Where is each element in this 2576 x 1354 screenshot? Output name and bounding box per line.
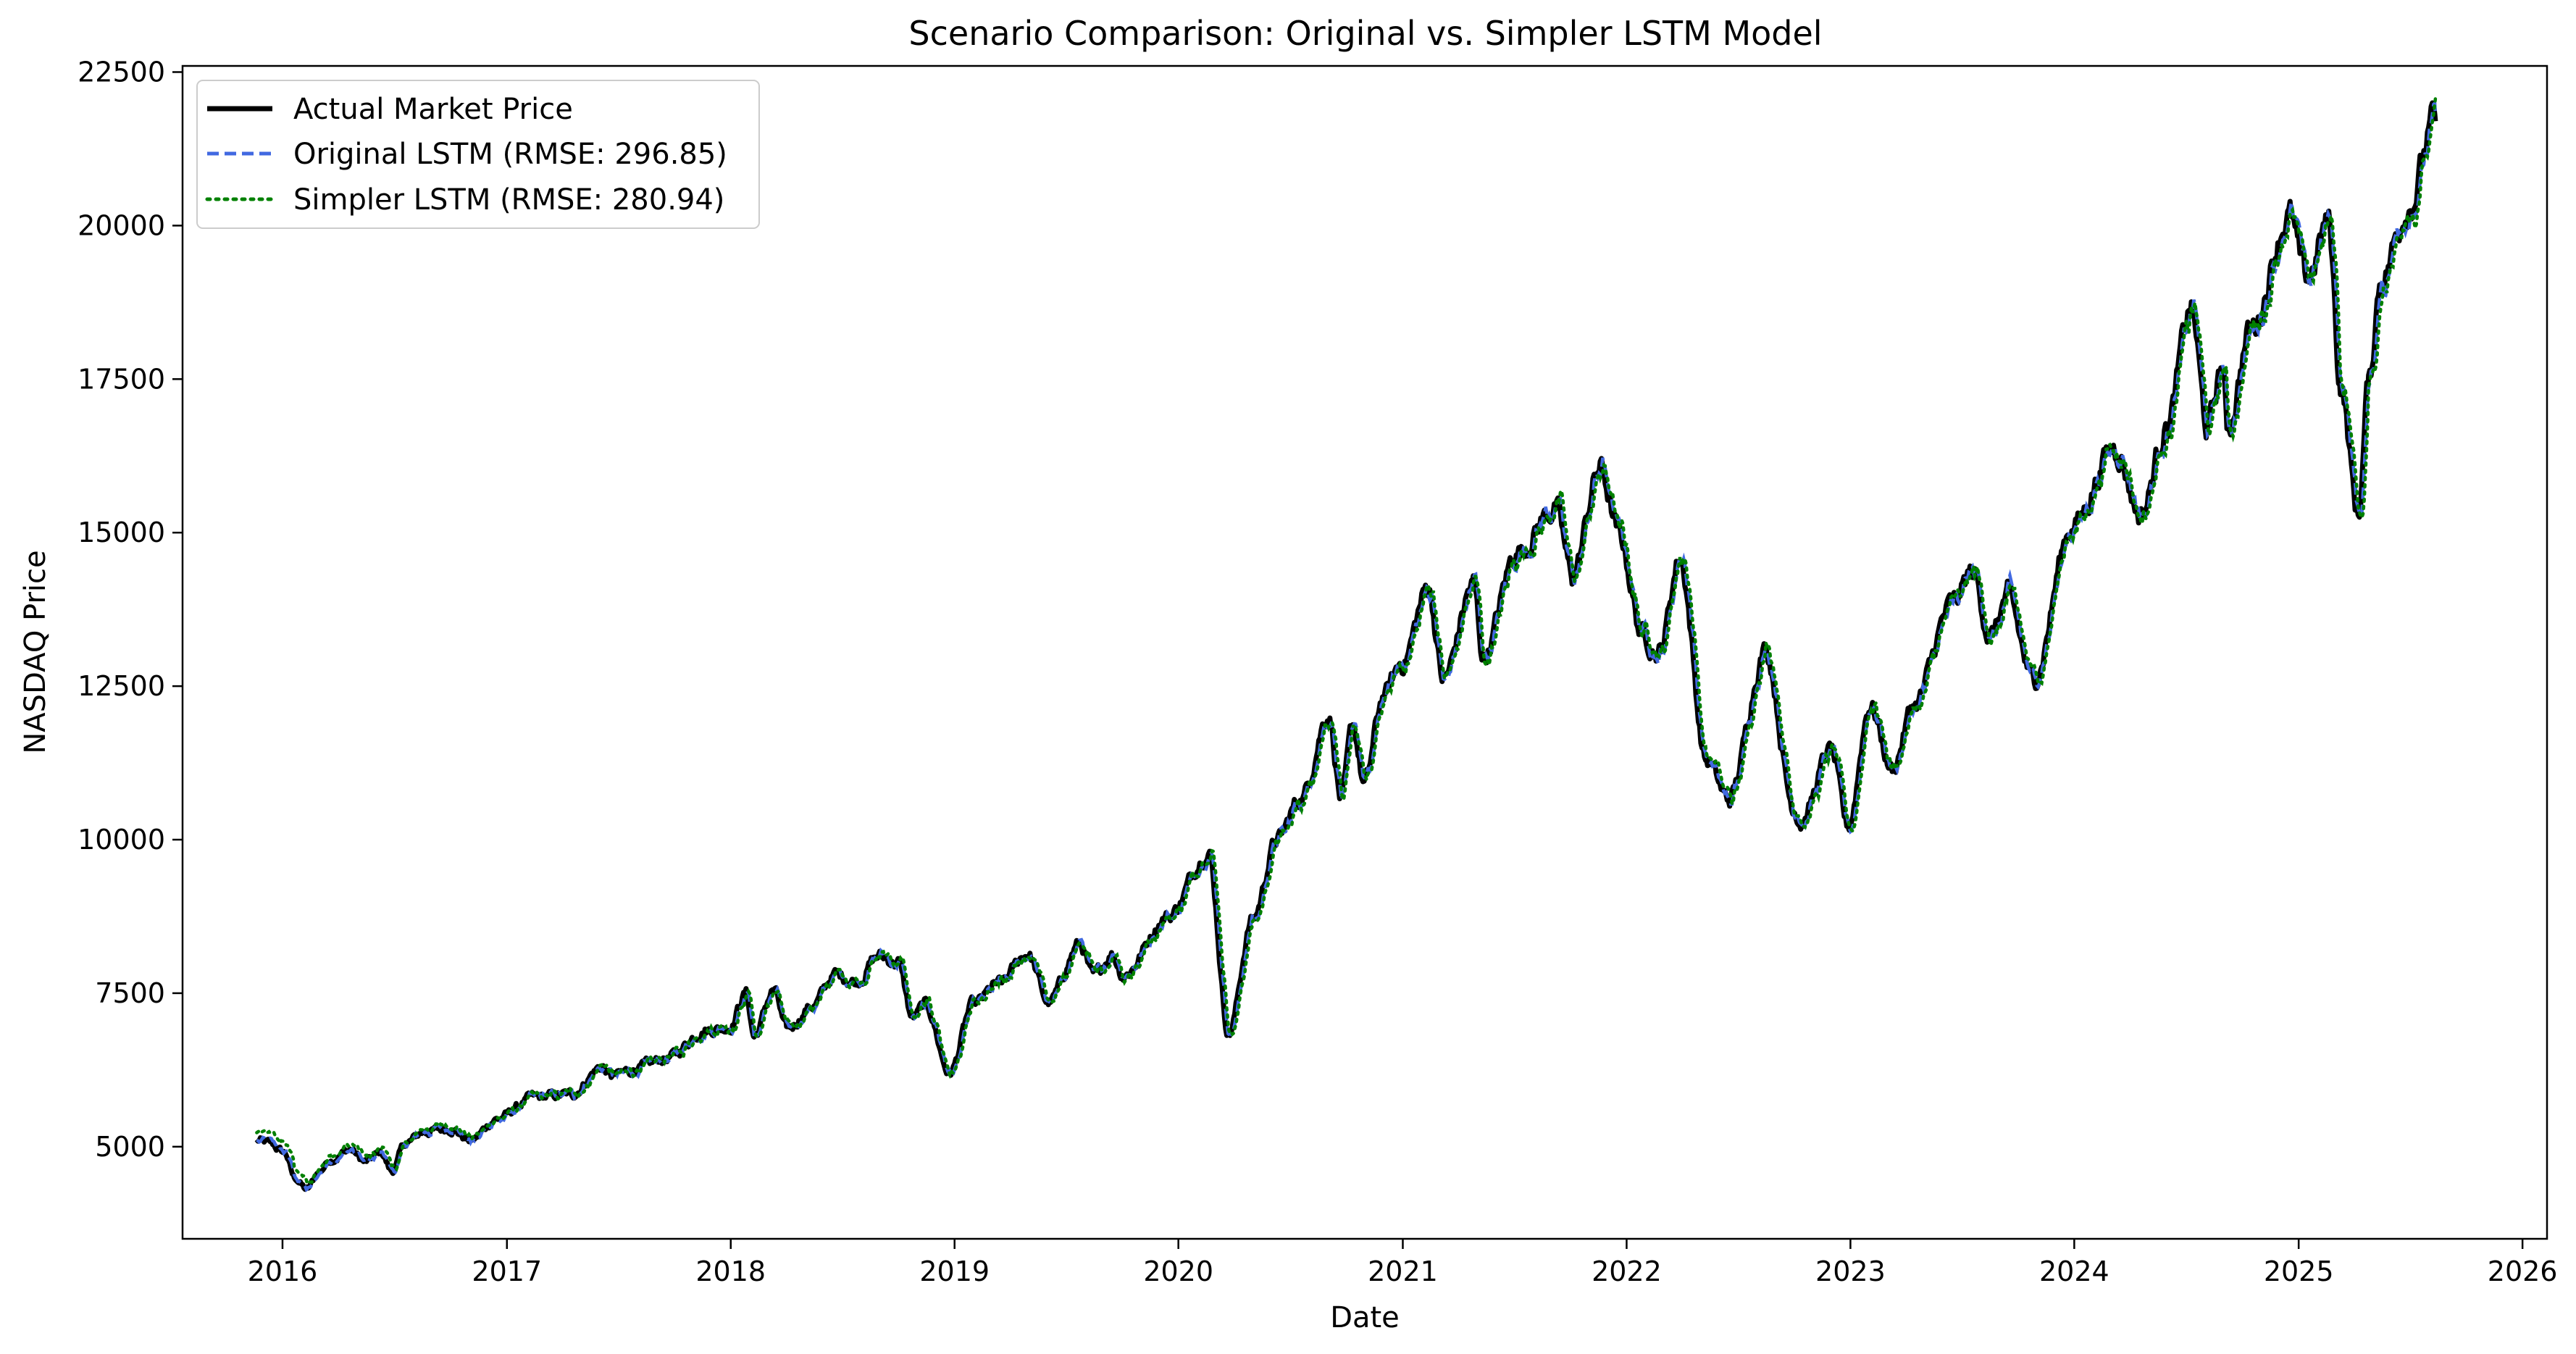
y-tick-label: 15000: [78, 517, 165, 548]
chart-title: Scenario Comparison: Original vs. Simple…: [908, 14, 1822, 53]
y-tick-label: 20000: [78, 209, 165, 241]
legend: Actual Market Price Original LSTM (RMSE:…: [196, 80, 760, 229]
y-tick-label: 12500: [78, 670, 165, 702]
x-tick-label: 2024: [2039, 1255, 2109, 1287]
y-tick-label: 10000: [78, 824, 165, 856]
y-tick-label: 22500: [78, 56, 165, 88]
series-line-original-lstm: [256, 99, 2438, 1192]
y-tick-label: 7500: [95, 977, 165, 1009]
y-axis: 5000 7500 10000 12500 15000 17500 20000 22500: [78, 56, 183, 1163]
legend-box: [196, 80, 760, 229]
legend-label-simpler: Simpler LSTM (RMSE: 280.94): [293, 183, 724, 217]
x-axis-label: Date: [1330, 1301, 1400, 1334]
series-line-simpler-lstm: [255, 96, 2438, 1187]
y-tick-label: 17500: [78, 363, 165, 395]
x-tick-label: 2025: [2264, 1255, 2334, 1287]
x-tick-label: 2019: [919, 1255, 990, 1287]
legend-label-original: Original LSTM (RMSE: 296.85): [293, 138, 727, 171]
x-tick-label: 2021: [1368, 1255, 1438, 1287]
y-axis-label: NASDAQ Price: [19, 550, 52, 753]
x-tick-label: 2022: [1592, 1255, 1662, 1287]
x-axis: 2016 2017 2018 2019 2020 2021 2022 2023 2024 2025…: [248, 1239, 2558, 1287]
x-tick-label: 2017: [472, 1255, 542, 1287]
series-line-actual: [254, 100, 2438, 1192]
x-tick-label: 2023: [1815, 1255, 1886, 1287]
x-tick-label: 2018: [695, 1255, 766, 1287]
y-tick-label: 5000: [95, 1131, 165, 1163]
legend-label-actual: Actual Market Price: [293, 93, 573, 126]
x-tick-label: 2016: [248, 1255, 318, 1287]
plot-area-frame: [181, 64, 2548, 1240]
x-tick-label: 2020: [1143, 1255, 1213, 1287]
series-layer: [254, 96, 2438, 1192]
x-tick-label: 2026: [2488, 1255, 2558, 1287]
